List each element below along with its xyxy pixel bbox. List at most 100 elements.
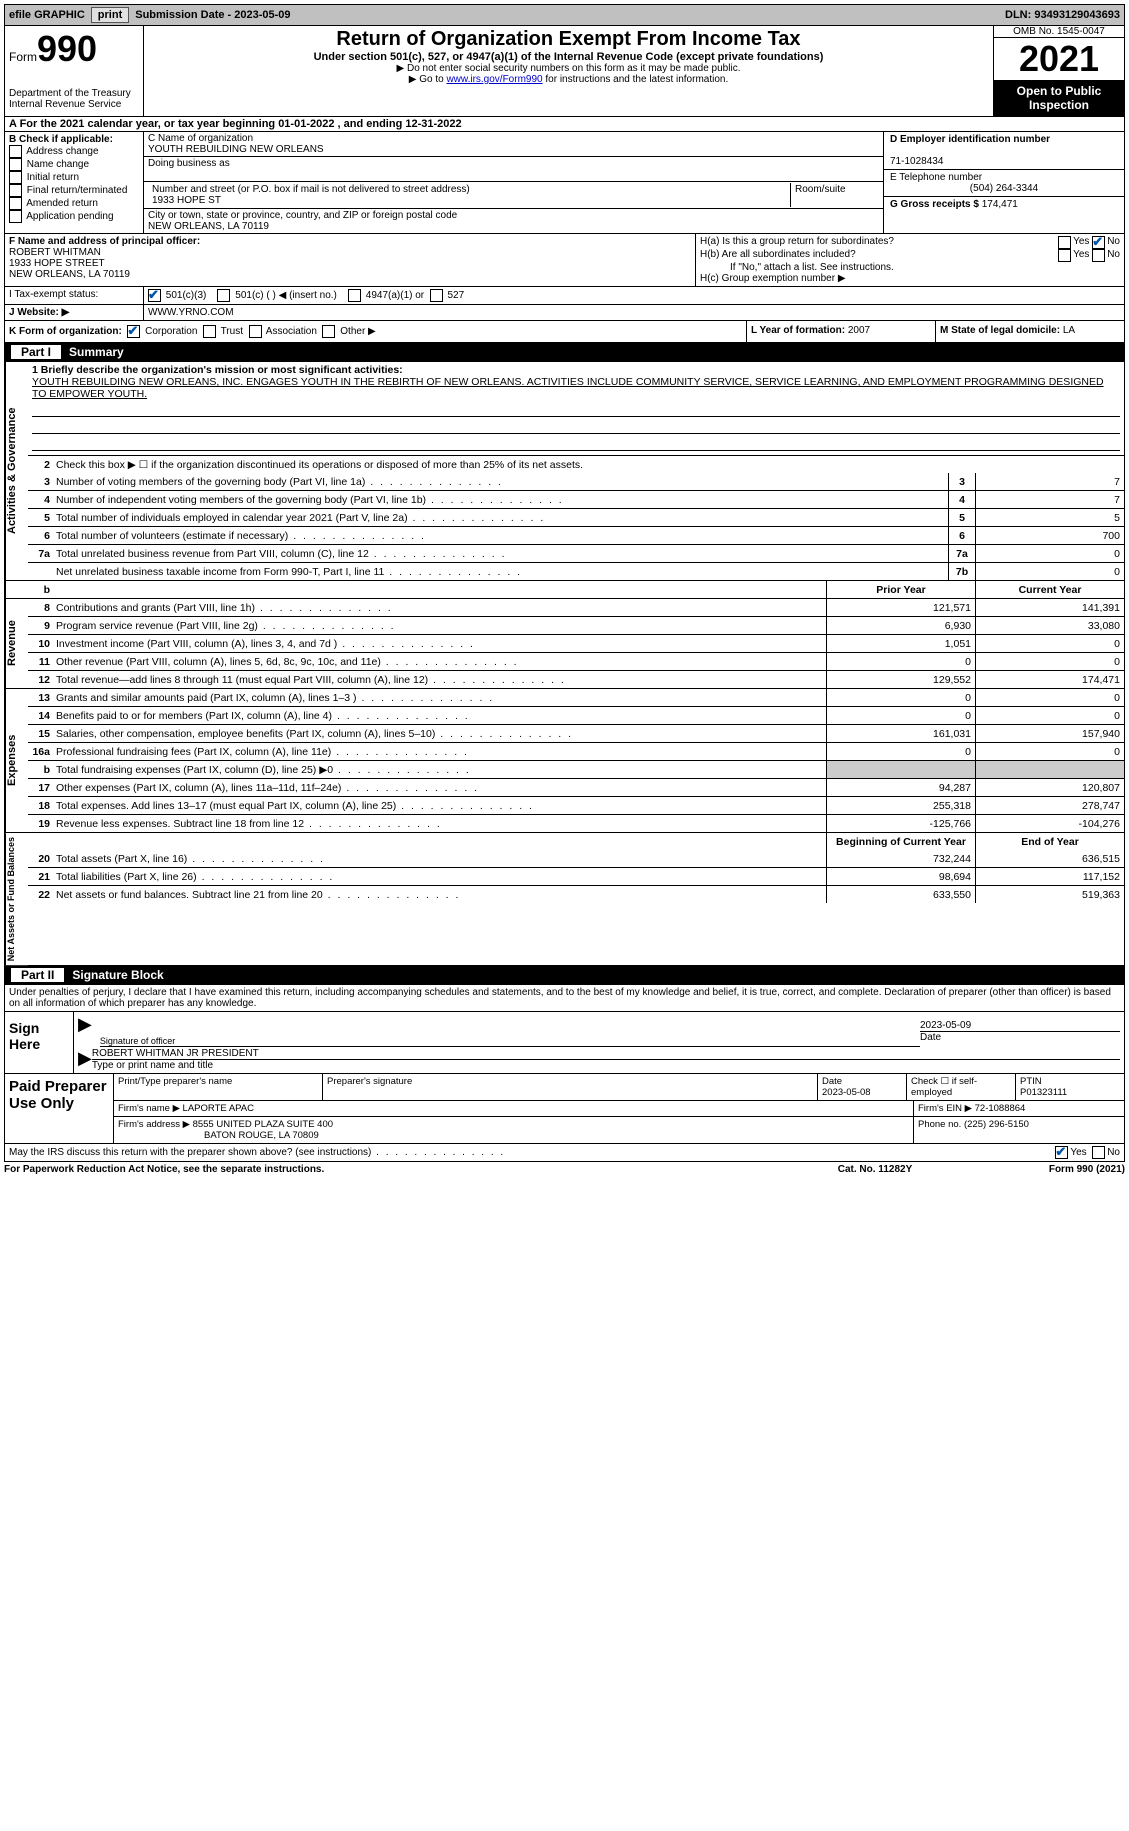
phone-label-e: E Telephone number xyxy=(890,172,982,183)
summary-line-4: 4Number of independent voting members of… xyxy=(28,490,1124,508)
line-19: 19Revenue less expenses. Subtract line 1… xyxy=(28,814,1124,832)
ein-value: 71-1028434 xyxy=(890,156,943,167)
firm-name: LAPORTE APAC xyxy=(183,1103,254,1114)
dln-label: DLN: 93493129043693 xyxy=(1001,9,1124,21)
paid-preparer-label: Paid Preparer Use Only xyxy=(5,1074,114,1143)
line-10: 10Investment income (Part VIII, column (… xyxy=(28,634,1124,652)
open-inspection: Open to Public Inspection xyxy=(994,80,1124,116)
line2-text: Check this box ▶ ☐ if the organization d… xyxy=(54,458,1124,472)
box-f: F Name and address of principal officer:… xyxy=(5,234,695,286)
box-i: I Tax-exempt status: 501(c)(3) 501(c) ( … xyxy=(4,287,1125,305)
penalties-text: Under penalties of perjury, I declare th… xyxy=(5,985,1124,1011)
signature-block: Under penalties of perjury, I declare th… xyxy=(4,985,1125,1144)
chk-hb-no[interactable] xyxy=(1092,249,1105,262)
room-label: Room/suite xyxy=(791,183,879,207)
chk-address-change[interactable] xyxy=(9,145,22,158)
line-16a: 16aProfessional fundraising fees (Part I… xyxy=(28,742,1124,760)
hb-note: If "No," attach a list. See instructions… xyxy=(700,262,1120,273)
mission-text: YOUTH REBUILDING NEW ORLEANS, INC. ENGAG… xyxy=(32,376,1120,400)
prep-date: 2023-05-08 xyxy=(822,1087,871,1098)
org-name-label: C Name of organization xyxy=(148,133,253,144)
line-13: 13Grants and similar amounts paid (Part … xyxy=(28,689,1124,706)
chk-final-return[interactable] xyxy=(9,184,22,197)
line-15: 15Salaries, other compensation, employee… xyxy=(28,724,1124,742)
form-title: Return of Organization Exempt From Incom… xyxy=(148,28,989,51)
line-b: bTotal fundraising expenses (Part IX, co… xyxy=(28,760,1124,778)
summary-line-3: 3Number of voting members of the governi… xyxy=(28,473,1124,490)
vtab-netassets: Net Assets or Fund Balances xyxy=(5,833,28,965)
dba-label: Doing business as xyxy=(148,158,230,169)
note-goto: ▶ Go to www.irs.gov/Form990 for instruct… xyxy=(148,74,989,85)
year-formation: 2007 xyxy=(848,325,870,336)
box-j: J Website: ▶ WWW.YRNO.COM xyxy=(4,305,1125,321)
part1-ag: Activities & Governance 1 Briefly descri… xyxy=(4,362,1125,581)
chk-501c3[interactable] xyxy=(148,289,161,302)
chk-app-pending[interactable] xyxy=(9,210,22,223)
page-footer: For Paperwork Reduction Act Notice, see … xyxy=(4,1162,1125,1177)
summary-line-5: 5Total number of individuals employed in… xyxy=(28,508,1124,526)
addr-value: 1933 HOPE ST xyxy=(152,195,221,206)
hc-label: H(c) Group exemption number ▶ xyxy=(700,273,1120,284)
phone-value-e: (504) 264-3344 xyxy=(890,183,1118,194)
efile-label: efile GRAPHIC xyxy=(5,9,89,21)
note-ssn: ▶ Do not enter social security numbers o… xyxy=(148,63,989,74)
chk-name-change[interactable] xyxy=(9,158,22,171)
vtab-activities: Activities & Governance xyxy=(5,362,28,580)
firm-addr2: BATON ROUGE, LA 70809 xyxy=(204,1130,319,1141)
omb-number: OMB No. 1545-0047 xyxy=(994,26,1124,38)
form-subtitle: Under section 501(c), 527, or 4947(a)(1)… xyxy=(148,51,989,63)
sig-arrow-icon: ▶ xyxy=(78,1014,92,1048)
line-14: 14Benefits paid to or for members (Part … xyxy=(28,706,1124,724)
chk-other[interactable] xyxy=(322,325,335,338)
vtab-revenue: Revenue xyxy=(5,599,28,688)
firm-phone: (225) 296-5150 xyxy=(964,1119,1029,1130)
firm-addr1: 8555 UNITED PLAZA SUITE 400 xyxy=(193,1119,333,1130)
part1-revenue: Revenue 8Contributions and grants (Part … xyxy=(4,599,1125,689)
box-klm: K Form of organization: Corporation Trus… xyxy=(4,321,1125,343)
chk-trust[interactable] xyxy=(203,325,216,338)
chk-4947[interactable] xyxy=(348,289,361,302)
print-button[interactable]: print xyxy=(91,7,129,23)
addr-label: Number and street (or P.O. box if mail i… xyxy=(152,184,470,195)
city-label: City or town, state or province, country… xyxy=(148,210,457,221)
efile-topbar: efile GRAPHIC print Submission Date - 20… xyxy=(4,4,1125,26)
chk-501c[interactable] xyxy=(217,289,230,302)
chk-discuss-yes[interactable] xyxy=(1055,1146,1068,1159)
sign-here-label: Sign Here xyxy=(5,1012,74,1073)
irs-link[interactable]: www.irs.gov/Form990 xyxy=(446,74,542,85)
chk-hb-yes[interactable] xyxy=(1058,249,1071,262)
officer-typed-name: ROBERT WHITMAN JR PRESIDENT xyxy=(92,1048,1120,1060)
part2-header: Part II Signature Block xyxy=(4,966,1125,985)
discuss-row: May the IRS discuss this return with the… xyxy=(4,1144,1125,1162)
chk-amended[interactable] xyxy=(9,197,22,210)
part1-colhdr: b Prior Year Current Year xyxy=(4,581,1125,599)
line-18: 18Total expenses. Add lines 13–17 (must … xyxy=(28,796,1124,814)
chk-527[interactable] xyxy=(430,289,443,302)
line-22: 22Net assets or fund balances. Subtract … xyxy=(28,885,1124,903)
ptin-value: P01323111 xyxy=(1020,1087,1067,1098)
sig-date: 2023-05-09 xyxy=(920,1014,1120,1032)
summary-line-6: 6Total number of volunteers (estimate if… xyxy=(28,526,1124,544)
city-value: NEW ORLEANS, LA 70119 xyxy=(148,221,269,232)
chk-assoc[interactable] xyxy=(249,325,262,338)
self-employed: Check ☐ if self-employed xyxy=(907,1074,1016,1100)
officer-addr1: 1933 HOPE STREET xyxy=(9,258,105,269)
line-21: 21Total liabilities (Part X, line 26)98,… xyxy=(28,867,1124,885)
mission-block: 1 Briefly describe the organization's mi… xyxy=(28,362,1124,455)
summary-line-7a: 7aTotal unrelated business revenue from … xyxy=(28,544,1124,562)
summary-line-7b: Net unrelated business taxable income fr… xyxy=(28,562,1124,580)
state-domicile: LA xyxy=(1063,325,1075,336)
website-value: WWW.YRNO.COM xyxy=(144,305,1124,320)
chk-ha-no[interactable] xyxy=(1092,236,1105,249)
chk-initial-return[interactable] xyxy=(9,171,22,184)
officer-name: ROBERT WHITMAN xyxy=(9,247,101,258)
officer-addr2: NEW ORLEANS, LA 70119 xyxy=(9,269,130,280)
line-9: 9Program service revenue (Part VIII, lin… xyxy=(28,616,1124,634)
chk-ha-yes[interactable] xyxy=(1058,236,1071,249)
chk-discuss-no[interactable] xyxy=(1092,1146,1105,1159)
tax-period: A For the 2021 calendar year, or tax yea… xyxy=(4,117,1125,132)
box-h: H(a) Is this a group return for subordin… xyxy=(695,234,1124,286)
form-header: Form990 Department of the Treasury Inter… xyxy=(4,26,1125,117)
box-deg: D Employer identification number 71-1028… xyxy=(883,132,1124,233)
chk-corp[interactable] xyxy=(127,325,140,338)
